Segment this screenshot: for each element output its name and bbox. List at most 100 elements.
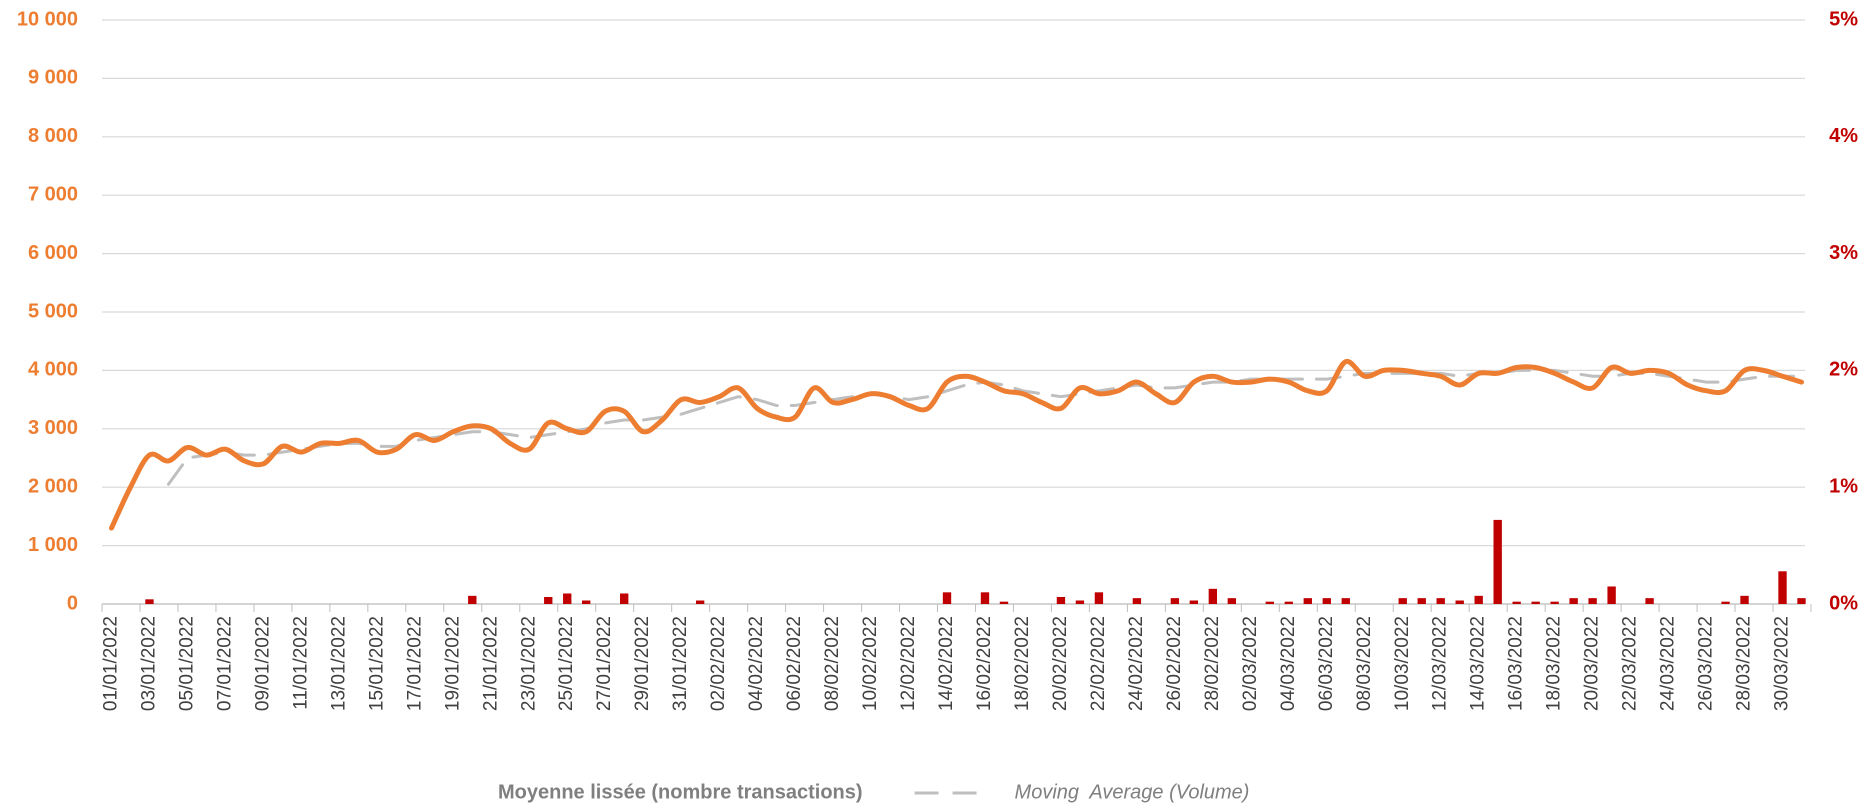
x-tick-label: 22/03/2022 [1620,616,1641,711]
y-tick-label: 9 000 [28,67,78,89]
bar [1303,598,1312,604]
bar [1531,601,1540,604]
y-tick-label: 8 000 [28,125,78,147]
line-series [108,359,1805,531]
x-tick-group: 27/01/2022 [594,616,615,711]
x-tick-group: 18/03/2022 [1544,616,1565,711]
x-tick-label: 25/01/2022 [556,616,577,711]
x-tick-group: 28/03/2022 [1734,616,1755,711]
bar [1455,600,1464,604]
bar [1588,598,1597,604]
x-tick-group: 06/03/2022 [1316,616,1337,711]
x-tick-label: 10/03/2022 [1392,616,1413,711]
bar [1056,596,1066,604]
x-tick-group: 25/01/2022 [556,616,577,711]
y-tick-label: 3 000 [28,417,78,439]
x-tick-label: 23/01/2022 [518,616,539,711]
bar [620,593,629,604]
bar [582,600,591,604]
x-tick-label: 10/02/2022 [860,616,881,711]
y-tick-label: 1 000 [28,534,78,556]
x-tick-label: 31/01/2022 [670,616,691,711]
x-tick-group: 02/02/2022 [708,616,729,711]
x-tick-group: 15/01/2022 [366,616,387,711]
bar [1778,571,1787,604]
y-tick-label: 7 000 [28,183,78,205]
x-tick-group: 06/02/2022 [784,616,805,711]
x-tick-label: 07/01/2022 [214,616,235,711]
bar [1398,598,1407,604]
x-tick-label: 16/02/2022 [974,616,995,711]
bar [544,596,553,604]
x-tick-group: 14/02/2022 [936,616,957,711]
x-tick-group: 29/01/2022 [632,616,653,711]
x-tick-label: 12/03/2022 [1430,616,1451,711]
x-tick-group: 22/03/2022 [1620,616,1641,711]
x-tick-label: 06/03/2022 [1316,616,1337,711]
x-tick-label: 26/03/2022 [1696,616,1717,711]
bar [695,600,705,604]
x-tick-group: 12/02/2022 [898,616,919,711]
x-tick-label: 04/02/2022 [746,616,767,711]
x-tick-label: 26/02/2022 [1164,616,1185,711]
x-tick-label: 12/02/2022 [898,616,919,711]
x-tick-group: 13/01/2022 [328,616,349,711]
x-tick-group: 02/03/2022 [1240,616,1261,711]
bar [999,601,1009,604]
x-tick-label: 17/01/2022 [404,616,425,711]
y2-tick-label: 0% [1829,592,1858,614]
bar [1607,586,1616,604]
x-tick-label: 14/03/2022 [1468,616,1489,711]
bar [1227,598,1237,604]
bar [1208,588,1218,604]
bar [1512,601,1521,604]
y2-tick-label: 1% [1829,475,1858,497]
line-series [166,368,1804,486]
x-tick-label: 28/03/2022 [1734,616,1755,711]
x-tick-label: 14/02/2022 [936,616,957,711]
bar [1645,598,1654,604]
x-tick-group: 12/03/2022 [1430,616,1451,711]
y-tick-label: 2 000 [28,475,78,497]
x-tick-group: 28/02/2022 [1202,616,1223,711]
x-tick-group: 26/03/2022 [1696,616,1717,711]
y-tick-label: 0 [67,592,78,614]
x-tick-label: 13/01/2022 [328,616,349,711]
legend-label: Moving Average (Volume) [1015,781,1250,803]
x-tick-group: 17/01/2022 [404,616,425,711]
x-tick-group: 30/03/2022 [1772,616,1793,711]
x-tick-label: 20/03/2022 [1582,616,1603,711]
bar [1284,601,1293,604]
x-tick-group: 22/02/2022 [1088,616,1109,711]
x-tick-label: 11/01/2022 [290,616,311,710]
x-tick-group: 10/02/2022 [860,616,881,711]
x-tick-label: 29/01/2022 [632,616,653,711]
bar [1493,519,1502,604]
bar [1341,598,1350,604]
x-tick-label: 24/03/2022 [1658,616,1679,711]
x-tick-group: 21/01/2022 [480,616,501,711]
x-tick-group: 20/02/2022 [1050,616,1071,711]
x-tick-group: 10/03/2022 [1392,616,1413,711]
x-tick-label: 02/02/2022 [708,616,729,711]
x-tick-group: 01/01/2022 [101,616,122,711]
x-tick-group: 26/02/2022 [1164,616,1185,711]
y-tick-label: 5 000 [28,300,78,322]
bar [1474,595,1483,604]
x-tick-label: 27/01/2022 [594,616,615,711]
x-tick-group: 08/03/2022 [1354,616,1375,711]
bar [1189,600,1199,604]
x-tick-label: 06/02/2022 [784,616,805,711]
bar [1075,600,1085,604]
x-tick-group: 19/01/2022 [442,616,463,711]
x-tick-label: 20/02/2022 [1050,616,1071,711]
x-tick-group: 04/02/2022 [746,616,767,711]
x-tick-label: 15/01/2022 [366,616,387,711]
x-tick-group: 31/01/2022 [670,616,691,711]
x-tick-group: 14/03/2022 [1468,616,1489,711]
x-tick-label: 22/02/2022 [1088,616,1109,711]
bar [563,593,572,604]
x-tick-label: 08/02/2022 [822,616,843,711]
bar [942,592,952,604]
y-tick-label: 10 000 [17,8,78,30]
